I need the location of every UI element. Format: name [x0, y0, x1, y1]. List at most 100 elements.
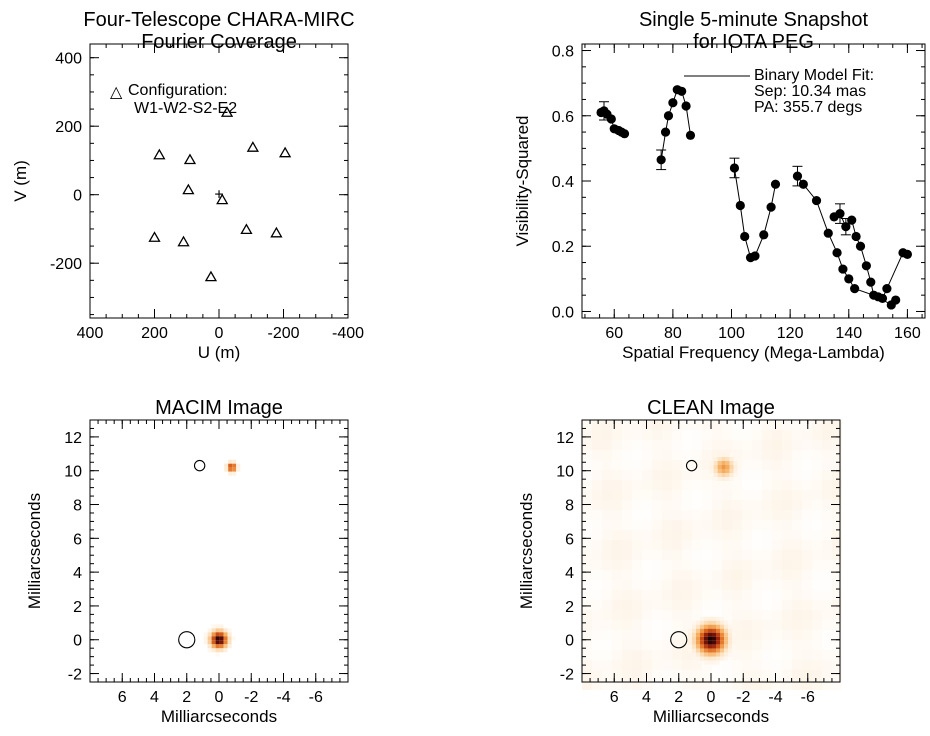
background-pixel	[612, 450, 622, 460]
background-pixel	[732, 660, 742, 670]
reference-circle	[193, 459, 206, 472]
background-pixel	[742, 580, 752, 590]
data-point	[882, 284, 892, 294]
background-pixel	[652, 480, 662, 490]
source-pixel	[720, 632, 724, 637]
background-pixel	[662, 540, 672, 550]
source-pixel	[708, 644, 712, 649]
source-pixel	[700, 644, 704, 649]
background-pixel	[802, 610, 812, 620]
source-pixel	[692, 636, 696, 641]
background-pixel	[632, 510, 642, 520]
x-tick-label: 140	[835, 325, 862, 342]
source-pixel	[717, 465, 722, 469]
background-pixel	[622, 490, 632, 500]
background-pixel	[592, 610, 602, 620]
source-pixel	[720, 636, 724, 641]
background-pixel	[812, 660, 822, 670]
background-pixel	[592, 530, 602, 540]
y-axis-label: Milliarcseconds	[25, 493, 44, 609]
background-pixel	[802, 540, 812, 550]
background-pixel	[592, 570, 602, 580]
x-tick-label: -400	[332, 325, 364, 342]
background-pixel	[752, 630, 762, 640]
background-pixel	[762, 650, 772, 660]
background-pixel	[612, 520, 622, 530]
background-pixel	[732, 560, 742, 570]
y-tick-label: 4	[565, 565, 574, 582]
data-point	[861, 261, 871, 271]
background-pixel	[662, 430, 672, 440]
source-pixel	[700, 636, 704, 641]
source-pixel	[223, 644, 228, 649]
background-pixel	[692, 510, 702, 520]
source-pixel	[712, 656, 716, 661]
background-pixel	[802, 640, 812, 650]
background-pixel	[602, 470, 612, 480]
background-pixel	[822, 490, 832, 500]
source-pixel	[712, 624, 716, 629]
background-pixel	[622, 630, 632, 640]
background-pixel	[782, 440, 792, 450]
background-pixel	[652, 660, 662, 670]
background-pixel	[752, 470, 762, 480]
background-pixel	[672, 420, 682, 430]
background-pixel	[582, 520, 592, 530]
background-pixel	[702, 660, 712, 670]
background-pixel	[602, 610, 612, 620]
background-pixel	[762, 500, 772, 510]
source-pixel	[712, 628, 716, 633]
background-pixel	[782, 590, 792, 600]
uv-point-triangle	[278, 146, 292, 158]
background-pixel	[772, 670, 782, 680]
background-pixel	[812, 560, 822, 570]
model-fit-line	[797, 175, 897, 306]
y-tick-label: -200	[50, 256, 82, 273]
background-pixel	[592, 460, 602, 470]
background-pixel	[802, 550, 812, 560]
background-pixel	[602, 450, 612, 460]
background-pixel	[652, 430, 662, 440]
source-pixel	[696, 640, 700, 645]
source-pixel	[713, 469, 718, 473]
source-pixel	[704, 648, 708, 653]
background-pixel	[722, 430, 732, 440]
background-pixel	[602, 420, 612, 430]
data-point	[681, 101, 691, 111]
data-point	[740, 231, 750, 242]
background-pixel	[602, 490, 612, 500]
background-pixel	[812, 580, 822, 590]
y-tick-label: 2	[73, 599, 82, 616]
background-pixel	[592, 450, 602, 460]
background-pixel	[742, 640, 752, 650]
background-pixel	[662, 500, 672, 510]
background-pixel	[712, 560, 722, 570]
background-pixel	[682, 630, 692, 640]
y-tick-label: 8	[565, 498, 574, 515]
source-pixel	[704, 636, 708, 641]
background-pixel	[702, 560, 712, 570]
source-pixel	[700, 616, 704, 621]
background-pixel	[602, 540, 612, 550]
source-pixel	[721, 465, 726, 469]
source-pixel	[696, 632, 700, 637]
background-pixel	[692, 610, 702, 620]
background-pixel	[832, 420, 842, 430]
source-pixel	[215, 652, 220, 657]
x-tick-label: 80	[664, 325, 682, 342]
background-pixel	[642, 530, 652, 540]
data-point	[847, 215, 857, 225]
background-pixel	[772, 520, 782, 530]
source-pixel	[688, 628, 692, 633]
background-pixel	[582, 640, 592, 650]
background-pixel	[602, 590, 612, 600]
background-pixel	[682, 580, 692, 590]
data-point	[759, 230, 769, 240]
source-pixel	[713, 465, 718, 469]
background-pixel	[612, 620, 622, 630]
source-pixel	[696, 620, 700, 625]
background-pixel	[832, 540, 842, 550]
background-pixel	[692, 500, 702, 510]
background-pixel	[582, 630, 592, 640]
background-pixel	[702, 430, 712, 440]
